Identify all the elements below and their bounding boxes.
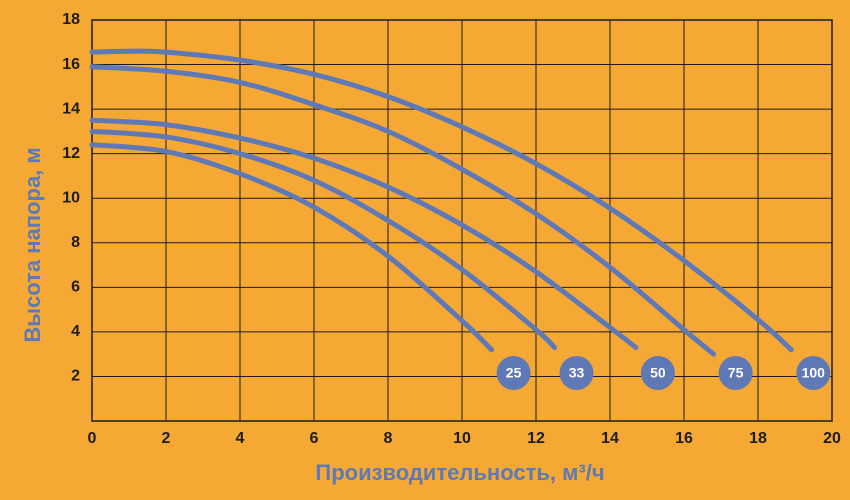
y-tick-label: 16 [62,56,80,73]
curve [89,117,639,350]
y-tick-label: 4 [71,323,80,340]
y-axis-title: Высота напора, м [20,147,45,342]
legend-label: 100 [802,365,826,381]
legend-badge [559,356,594,390]
curve [89,128,557,350]
y-tick-label: 2 [71,368,80,385]
legend-label: 25 [506,365,522,381]
legend-label: 50 [650,365,666,381]
x-tick-label: 4 [236,430,245,447]
x-tick-label: 8 [384,430,393,447]
plot-frame [91,19,833,422]
legend-badge [718,356,753,390]
curve [89,48,794,353]
x-tick-label: 14 [601,430,619,447]
y-tick-label: 6 [71,279,80,296]
y-tick-label: 14 [62,100,80,117]
x-tick-label: 16 [675,430,693,447]
legend-label: 33 [569,365,585,381]
legend-badge [496,356,531,390]
y-tick-label: 18 [62,11,80,28]
x-tick-label: 18 [749,430,767,447]
curve [89,64,717,357]
x-tick-label: 20 [823,430,841,447]
y-tick-label: 8 [71,234,80,251]
x-tick-label: 0 [88,430,97,447]
y-tick-label: 12 [62,145,80,162]
x-tick-label: 10 [453,430,471,447]
legend-label: 75 [728,365,744,381]
x-tick-label: 12 [527,430,545,447]
x-tick-label: 2 [162,430,171,447]
x-axis-title: Производительность, м³/ч [315,460,604,485]
y-tick-label: 10 [62,189,80,206]
legend-badge [796,356,831,390]
x-tick-label: 6 [310,430,319,447]
legend-badge [640,356,675,390]
curve [89,142,495,353]
